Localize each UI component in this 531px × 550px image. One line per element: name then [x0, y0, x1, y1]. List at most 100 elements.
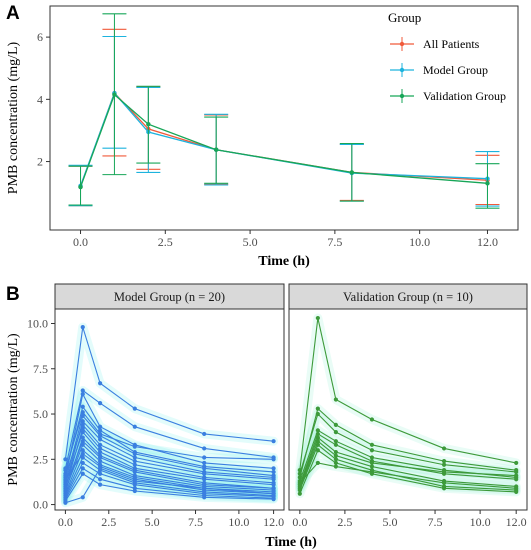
subject-line [64, 431, 274, 486]
subject-point [98, 466, 103, 471]
subject-point [271, 482, 276, 487]
subject-line [299, 462, 517, 489]
subject-point [63, 477, 68, 482]
subject-line [299, 317, 517, 471]
y-tick-label: 4 [37, 92, 43, 106]
subject-line [64, 453, 274, 495]
legend-label: Model Group [423, 63, 488, 77]
subject-point [98, 442, 103, 447]
subject-point [333, 439, 338, 444]
subject-point [369, 460, 375, 466]
subject-line [299, 433, 517, 485]
mean-point [485, 181, 490, 186]
y-axis-title: PMB concentration (mg/L) [6, 41, 21, 194]
subject-point [63, 473, 68, 478]
subject-line [64, 411, 274, 471]
subject-point [441, 446, 447, 451]
mean-point [213, 147, 219, 152]
mean-line [79, 93, 488, 188]
subject-point [80, 435, 85, 440]
x-tick-label: 10.0 [409, 235, 430, 249]
subject-point [80, 388, 85, 393]
x-tick-label: 12.0 [506, 515, 527, 529]
x-tick-label: 0.0 [292, 515, 307, 529]
y-tick-label: 0.0 [33, 498, 48, 512]
subject-line [299, 443, 517, 491]
subject-line [64, 392, 274, 478]
subject-point [98, 477, 103, 482]
subject-point [297, 480, 302, 485]
subject-line [64, 326, 274, 460]
x-tick-label: 10.0 [470, 515, 491, 529]
subject-point [132, 424, 137, 429]
series-validation-group [68, 13, 500, 209]
x-tick-label: 7.5 [428, 515, 443, 529]
subject-line [64, 456, 274, 497]
subject-point [271, 477, 276, 482]
subject-line [64, 443, 274, 491]
subject-line [299, 412, 517, 474]
facet-strip-label: Validation Group (n = 10) [343, 290, 473, 304]
subject-point [80, 404, 85, 409]
facet-validation-group: Validation Group (n = 10) 0.0 2.5 5.0 7.5 10.… [288, 283, 528, 529]
subject-point [63, 457, 68, 462]
y-axis-title: PMB concentration (mg/L) [6, 333, 21, 486]
subject-point [98, 455, 103, 460]
x-tick-label: 0.0 [73, 235, 88, 249]
subject-point [369, 417, 375, 422]
mean-point [78, 184, 83, 190]
subject-point [315, 439, 320, 444]
panel-a-frame [49, 5, 519, 231]
x-tick-label: 12.0 [263, 515, 284, 529]
x-tick-label: 2.5 [337, 515, 352, 529]
subject-point [514, 477, 519, 482]
subject-point [98, 482, 103, 487]
facet-model-group: Model Group (n = 20) 0.0 2.5 5.0 7.5 10.0 12.0 [54, 283, 285, 529]
subject-point [202, 495, 207, 500]
subject-point [271, 457, 276, 462]
subject-point [315, 406, 320, 411]
panel-letter-a: A [6, 3, 20, 24]
facet-strip [288, 283, 528, 310]
subject-point [132, 469, 137, 475]
panel-a-plot: 2 4 6 0.0 2.5 5.0 7.5 10.0 12.0 Time (h) PMB conce… [6, 5, 519, 269]
subject-line [64, 389, 274, 469]
subject-point [514, 473, 519, 478]
mean-point [349, 170, 355, 175]
subject-line [64, 414, 274, 482]
subject-line [299, 436, 517, 487]
subject-point [80, 439, 85, 444]
subject-point [441, 486, 447, 491]
subject-point [369, 455, 375, 460]
subject-point [202, 431, 207, 437]
x-tick-label: 7.5 [327, 235, 342, 249]
facet-strip [54, 283, 285, 310]
x-axis-title: Time (h) [258, 254, 310, 269]
subject-point [202, 446, 207, 451]
subject-point [80, 455, 85, 460]
subject-point [80, 422, 85, 427]
subject-point [80, 325, 85, 330]
subject-point [369, 464, 375, 469]
y-tick-label: 2.5 [33, 452, 48, 466]
subject-point [80, 460, 85, 466]
subject-point [132, 462, 137, 467]
legend-title: Group [388, 10, 421, 25]
subject-point [98, 471, 103, 476]
subject-point [315, 460, 320, 466]
subject-point [80, 451, 85, 456]
mean-point [146, 122, 151, 127]
subject-point [98, 437, 103, 442]
subject-point [333, 453, 338, 458]
subject-point [202, 455, 207, 460]
subject-point [80, 419, 85, 424]
subject-point [514, 489, 519, 494]
subject-point [369, 448, 375, 453]
x-tick-label: 0.0 [58, 515, 73, 529]
subject-point [441, 462, 447, 467]
subject-point [369, 469, 375, 475]
subject-point [80, 392, 85, 397]
